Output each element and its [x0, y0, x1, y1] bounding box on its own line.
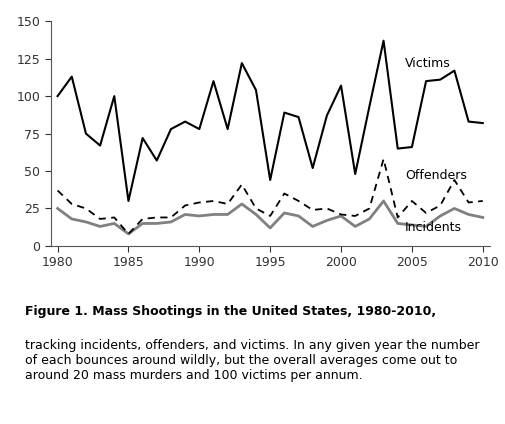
Text: Victims: Victims	[405, 57, 450, 70]
Text: tracking incidents, offenders, and victims. In any given year the number
of each: tracking incidents, offenders, and victi…	[25, 339, 480, 382]
Text: Offenders: Offenders	[405, 169, 467, 182]
Text: Figure 1. Mass Shootings in the United States, 1980-2010,: Figure 1. Mass Shootings in the United S…	[25, 305, 436, 318]
Text: Incidents: Incidents	[405, 221, 462, 234]
